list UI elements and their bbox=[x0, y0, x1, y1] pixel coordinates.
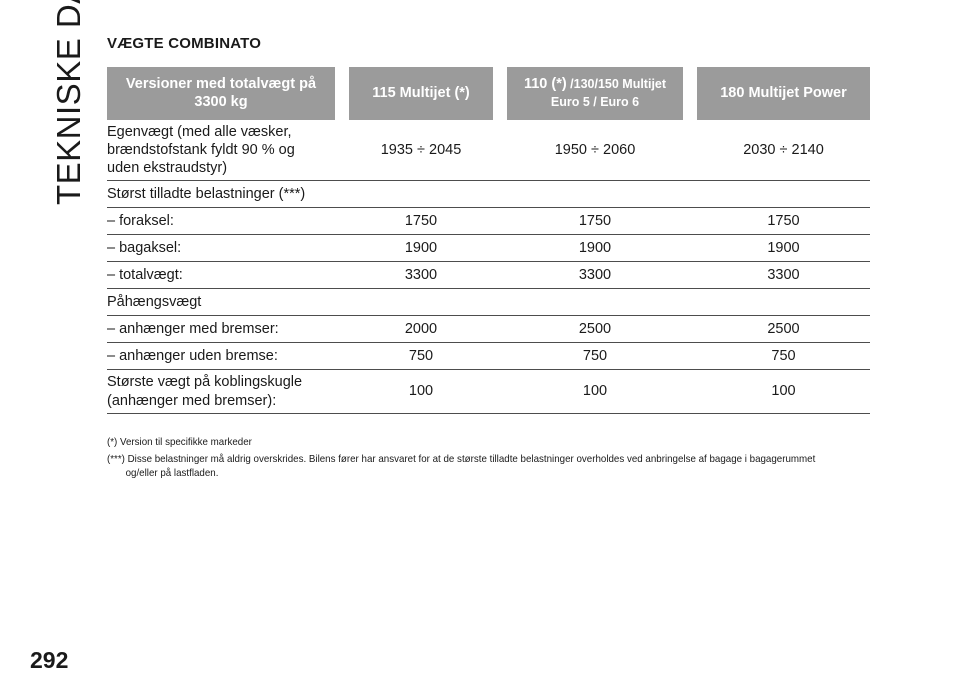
row-value: 1950 ÷ 2060 bbox=[507, 120, 683, 182]
row-label: Egenvægt (med alle væsker, brændstofstan… bbox=[107, 120, 335, 182]
row-value: 750 bbox=[697, 343, 870, 371]
row-value: 1750 bbox=[507, 208, 683, 236]
header-110-130-150-multijet: 110 (*) /130/150 Multijet Euro 5 / Euro … bbox=[507, 67, 683, 120]
row-value: 3300 bbox=[507, 262, 683, 290]
table-row: Egenvægt (med alle væsker, brændstofstan… bbox=[107, 120, 870, 182]
header-110-main: 110 (*) bbox=[523, 76, 567, 93]
section-heading: VÆGTE COMBINATO bbox=[107, 35, 262, 52]
table-row: – anhænger uden bremse: 750 750 750 bbox=[107, 343, 870, 371]
row-value: 100 bbox=[349, 370, 493, 414]
row-label: – anhænger med bremser: bbox=[107, 316, 335, 344]
row-value bbox=[349, 181, 493, 209]
row-value: 1935 ÷ 2045 bbox=[349, 120, 493, 182]
row-value: 2500 bbox=[507, 316, 683, 344]
header-versions: Versioner med totalvægt på 3300 kg bbox=[107, 67, 335, 120]
row-value: 1750 bbox=[697, 208, 870, 236]
row-value: 100 bbox=[697, 370, 870, 414]
row-value bbox=[349, 289, 493, 317]
row-label: Største vægt på koblingskugle (anhænger … bbox=[107, 370, 335, 414]
table-header-row: Versioner med totalvægt på 3300 kg 115 M… bbox=[107, 67, 870, 120]
row-value bbox=[697, 181, 870, 209]
table-row: Største vægt på koblingskugle (anhænger … bbox=[107, 370, 870, 414]
row-value: 2000 bbox=[349, 316, 493, 344]
row-label: – anhænger uden bremse: bbox=[107, 343, 335, 371]
footnotes: (*) Version til specifikke markeder (***… bbox=[107, 435, 842, 484]
row-label: Påhængsvægt bbox=[107, 289, 335, 317]
side-section-title: TEKNISKE DATA bbox=[50, 0, 87, 205]
row-value: 1900 bbox=[697, 235, 870, 263]
table-row: – foraksel: 1750 1750 1750 bbox=[107, 208, 870, 236]
row-value: 1900 bbox=[349, 235, 493, 263]
weights-table: Versioner med totalvægt på 3300 kg 115 M… bbox=[107, 67, 870, 414]
header-euro: Euro 5 / Euro 6 bbox=[550, 94, 640, 109]
row-value bbox=[697, 289, 870, 317]
row-label: – totalvægt: bbox=[107, 262, 335, 290]
row-value: 2500 bbox=[697, 316, 870, 344]
header-115-multijet: 115 Multijet (*) bbox=[349, 67, 493, 120]
row-value: 750 bbox=[349, 343, 493, 371]
row-value: 3300 bbox=[697, 262, 870, 290]
footnote-1: (*) Version til specifikke markeder bbox=[107, 436, 252, 448]
header-180-multijet-power: 180 Multijet Power bbox=[697, 67, 870, 120]
row-value bbox=[507, 181, 683, 209]
row-label: – bagaksel: bbox=[107, 235, 335, 263]
footnote-3: (***) Disse belastninger må aldrig overs… bbox=[107, 453, 816, 480]
row-value: 2030 ÷ 2140 bbox=[697, 120, 870, 182]
table-row: – bagaksel: 1900 1900 1900 bbox=[107, 235, 870, 263]
row-value bbox=[507, 289, 683, 317]
row-value: 1750 bbox=[349, 208, 493, 236]
row-value: 100 bbox=[507, 370, 683, 414]
table-row: – anhænger med bremser: 2000 2500 2500 bbox=[107, 316, 870, 344]
row-label: Størst tilladte belastninger (***) bbox=[107, 181, 335, 209]
table-row: – totalvægt: 3300 3300 3300 bbox=[107, 262, 870, 290]
row-value: 1900 bbox=[507, 235, 683, 263]
row-label: – foraksel: bbox=[107, 208, 335, 236]
row-value: 750 bbox=[507, 343, 683, 371]
page-number: 292 bbox=[30, 647, 69, 673]
header-130-150: /130/150 Multijet bbox=[566, 77, 667, 92]
row-value: 3300 bbox=[349, 262, 493, 290]
table-row: Påhængsvægt bbox=[107, 289, 870, 317]
table-row: Størst tilladte belastninger (***) bbox=[107, 181, 870, 209]
